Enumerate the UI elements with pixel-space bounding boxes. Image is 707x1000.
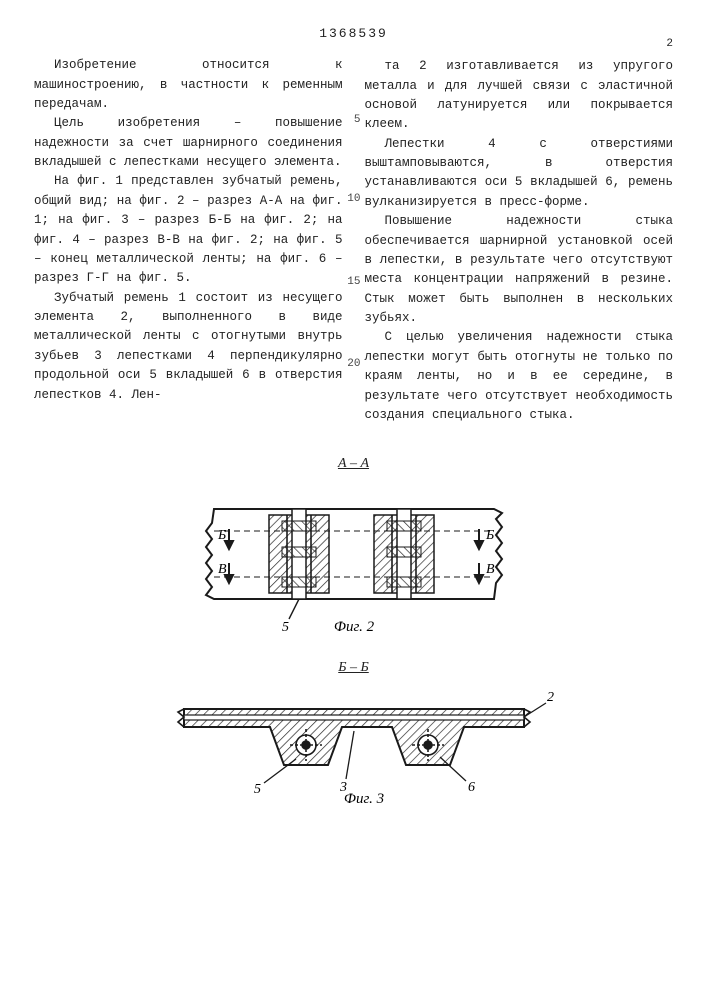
left-column: Изобретение относится к машиностроению, …	[34, 56, 343, 425]
para: Цель изобретения – повышение надежности …	[34, 114, 343, 172]
line-ref: 20	[347, 356, 361, 373]
right-column: 5 10 15 20 2 та 2 изготавливается из упр…	[365, 56, 674, 425]
para: Лепестки 4 с отверстиями выштамповываютс…	[365, 135, 674, 213]
svg-text:В: В	[218, 562, 227, 577]
para: Повышение надежности стыка обеспечиваетс…	[365, 212, 674, 328]
figures-block: А – А	[34, 453, 673, 808]
text-columns: Изобретение относится к машиностроению, …	[34, 56, 673, 425]
fig3-drawing: 2 5 3 6 Фиг. 3	[154, 679, 554, 809]
svg-text:5: 5	[254, 782, 261, 797]
para: Изобретение относится к машиностроению, …	[34, 56, 343, 114]
svg-text:6: 6	[468, 780, 475, 795]
svg-text:В: В	[486, 562, 495, 577]
svg-text:5: 5	[282, 620, 289, 635]
line-ref: 5	[347, 112, 361, 129]
para: та 2 изготавливается из упругого металла…	[365, 57, 674, 135]
svg-text:Б: Б	[485, 528, 494, 543]
svg-text:Фиг. 3: Фиг. 3	[343, 791, 383, 807]
svg-text:Б: Б	[217, 528, 226, 543]
fig2-section-label: А – А	[34, 453, 673, 475]
fig3-section-label: Б – Б	[34, 657, 673, 679]
para: На фиг. 1 представлен зубчатый ремень, о…	[34, 172, 343, 288]
page-indicator: 2	[365, 36, 674, 53]
svg-text:Фиг. 2: Фиг. 2	[333, 619, 374, 635]
svg-text:2: 2	[547, 690, 554, 705]
line-ref: 10	[347, 191, 361, 208]
fig2-drawing: Б В Б В 5 Фиг. 2	[174, 479, 534, 639]
line-ref: 15	[347, 274, 361, 291]
para: С целью увеличения надежности стыка лепе…	[365, 328, 674, 425]
para: Зубчатый ремень 1 состоит из несущего эл…	[34, 289, 343, 405]
